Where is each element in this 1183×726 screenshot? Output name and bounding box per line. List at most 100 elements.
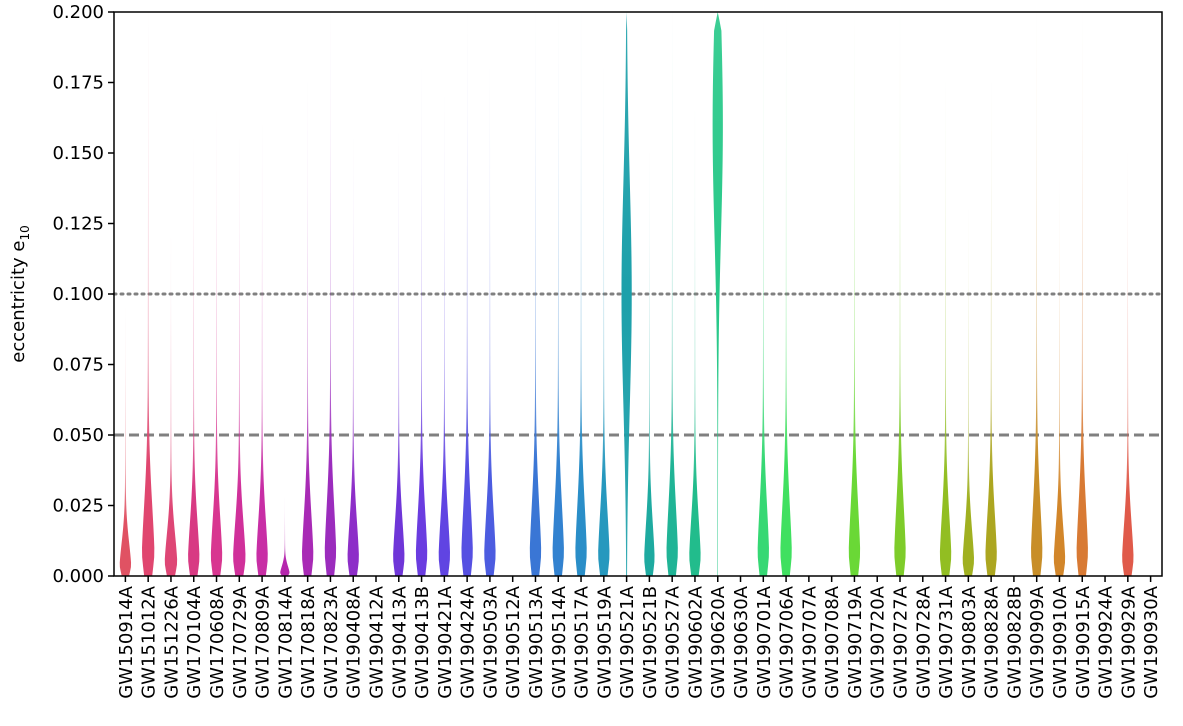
violin-body <box>848 12 861 576</box>
violin-body <box>894 12 906 576</box>
violin-GW170809A <box>256 124 268 577</box>
y-tick-label: 0.125 <box>52 214 104 235</box>
violin-GW190424A <box>461 12 473 576</box>
x-tick-label: GW170823A <box>321 585 342 698</box>
y-tick-label: 0.200 <box>52 2 104 23</box>
x-tick-label: GW150914A <box>116 585 137 698</box>
y-tick-label: 0.150 <box>52 143 104 164</box>
x-tick-label: GW190803A <box>959 585 980 698</box>
violin-GW151226A <box>164 237 178 576</box>
violin-GW190519A <box>598 68 610 577</box>
x-tick-label: GW190915A <box>1073 585 1094 698</box>
x-tick-label: GW190424A <box>458 585 479 698</box>
violin-GW190803A <box>962 209 974 576</box>
violin-body <box>644 153 655 576</box>
violin-body <box>393 133 405 576</box>
violin-GW190915A <box>1076 12 1088 576</box>
x-tick-label: GW190719A <box>845 585 866 698</box>
violin-GW170729A <box>233 138 246 576</box>
x-axis-ticks: GW150914A GW151012A GW151226A GW170104A GW17… <box>116 576 1162 699</box>
x-tick-label: GW190930A <box>1141 585 1162 698</box>
violin-GW150914A <box>119 308 132 576</box>
violin-body <box>621 12 632 576</box>
violin-body <box>529 12 542 576</box>
violin-GW170823A <box>324 12 337 576</box>
x-tick-label: GW190527A <box>663 585 684 698</box>
x-tick-label: GW190620A <box>708 585 729 698</box>
violin-body <box>164 237 178 576</box>
x-tick-label: GW190731A <box>936 585 957 698</box>
violin-body <box>302 82 314 576</box>
x-tick-label: GW190602A <box>685 585 706 698</box>
x-tick-label: GW151012A <box>139 585 160 698</box>
violin-GW190828A <box>985 82 997 576</box>
x-tick-label: GW190521B <box>640 586 661 699</box>
y-axis-label-subscript: 10 <box>18 225 32 240</box>
violin-body <box>780 12 792 576</box>
violin-GW190514A <box>552 12 564 576</box>
violin-body <box>757 12 769 576</box>
x-tick-label: GW190519A <box>594 585 615 698</box>
violin-GW190719A <box>848 12 861 576</box>
violin-body <box>188 138 200 576</box>
violin-body <box>210 110 223 576</box>
x-tick-label: GW190512A <box>503 585 524 698</box>
violin-GW190910A <box>1053 181 1066 576</box>
x-tick-label: GW190408A <box>344 585 365 698</box>
x-tick-label: GW170809A <box>253 585 274 698</box>
violin-body <box>256 124 268 577</box>
x-tick-label: GW190503A <box>480 585 501 698</box>
x-tick-label: GW190517A <box>572 585 593 698</box>
violin-body <box>575 12 587 576</box>
y-tick-label: 0.000 <box>52 566 104 587</box>
x-tick-label: GW190720A <box>868 585 889 698</box>
x-tick-label: GW190412A <box>367 585 388 698</box>
x-tick-label: GW151226A <box>161 585 182 698</box>
y-axis-label: eccentricity e10 <box>8 225 32 363</box>
x-tick-label: GW190421A <box>435 585 456 698</box>
x-tick-label: GW190910A <box>1050 585 1071 698</box>
x-tick-label: GW190521A <box>617 585 638 698</box>
x-tick-label: GW190701A <box>754 585 775 698</box>
violin-GW190706A <box>780 12 792 576</box>
violin-GW190413A <box>393 133 405 576</box>
x-tick-label: GW170104A <box>184 585 205 698</box>
violin-body <box>985 82 997 576</box>
violin-body <box>415 68 428 577</box>
violin-body <box>666 12 678 576</box>
violin-body <box>939 82 952 576</box>
violin-body <box>324 12 337 576</box>
x-tick-label: GW190909A <box>1027 585 1048 698</box>
violin-GW190731A <box>939 82 952 576</box>
x-tick-label: GW190413A <box>389 585 410 698</box>
violin-GW190521B <box>644 153 655 576</box>
violin-GW170104A <box>188 138 200 576</box>
violin-body <box>962 209 974 576</box>
violin-GW190413B <box>415 68 428 577</box>
x-tick-label: GW190708A <box>822 585 843 698</box>
violin-body <box>119 308 132 576</box>
violin-body <box>280 497 290 576</box>
y-tick-label: 0.075 <box>52 355 104 376</box>
violin-GW151012A <box>142 12 155 576</box>
reference-lines <box>112 292 1164 437</box>
violin-body <box>142 12 155 576</box>
y-tick-label: 0.050 <box>52 425 104 446</box>
x-tick-label: GW190514A <box>549 585 570 698</box>
x-tick-label: GW170818A <box>298 585 319 698</box>
violin-body <box>598 68 610 577</box>
violin-GW190408A <box>347 138 359 576</box>
violin-body <box>484 68 496 577</box>
y-axis-ticks: 0.000 0.025 0.050 0.075 0.100 0.125 0.150 0.175… <box>52 2 114 587</box>
violin-GW190517A <box>575 12 587 576</box>
violin-body <box>233 138 246 576</box>
violins <box>119 12 1134 577</box>
y-tick-label: 0.100 <box>52 284 104 305</box>
x-tick-label: GW190707A <box>799 585 820 698</box>
violin-GW190701A <box>757 12 769 576</box>
violin-body <box>552 12 564 576</box>
violin-GW190929A <box>1122 153 1134 576</box>
violin-GW190527A <box>666 12 678 576</box>
violin-GW190521A <box>621 12 632 576</box>
